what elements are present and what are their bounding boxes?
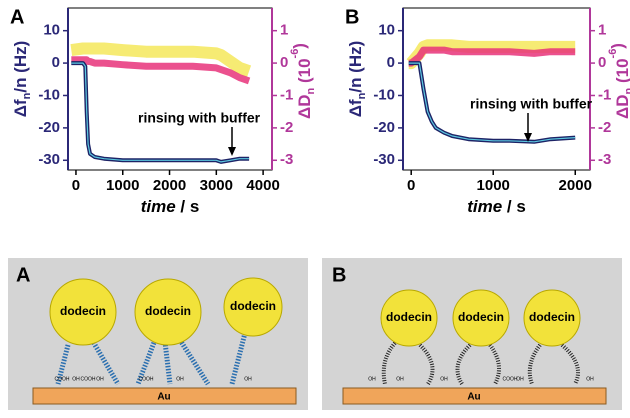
substrate-label: Au [157, 392, 170, 403]
x-axis-label-part: time [141, 197, 176, 216]
y-axis-label-part: /n (Hz) [346, 41, 365, 93]
substrate-label: Au [467, 392, 480, 403]
series-line [71, 56, 251, 85]
y-tick-label: 0 [387, 54, 395, 71]
x-axis-label-part: time [467, 197, 502, 216]
y2-tick-label: 1 [280, 22, 288, 39]
group-label: COOH [503, 376, 518, 382]
x-tick-label: 0 [407, 177, 415, 194]
protein-label: dodecin [458, 310, 504, 324]
series-line [71, 62, 250, 163]
x-axis-label-part: / s [502, 197, 526, 216]
panel-label: B [332, 264, 346, 286]
y2-axis-label-part: n [305, 87, 317, 94]
y2-tick-label: 0 [598, 54, 606, 71]
y-axis-label-part: Δf [11, 99, 30, 117]
y2-axis-label-part: ) [290, 43, 309, 49]
protein-label: dodecin [230, 299, 276, 313]
x-tick-label: 4000 [246, 177, 279, 194]
protein-label: dodecin [60, 304, 106, 318]
proteins [49, 277, 283, 346]
y2-axis-label: ΔDn (10-6) [607, 43, 630, 119]
x-tick-label: 0 [72, 177, 80, 194]
x-axis-label: time / s [141, 197, 200, 216]
group-label: OH [72, 376, 80, 382]
y2-axis-label: ΔDn (10-6) [289, 43, 317, 119]
x-tick-label: 1000 [106, 177, 139, 194]
x-tick-label: 3000 [200, 177, 233, 194]
y2-axis-label-part: (10 [613, 58, 630, 87]
panel-label: A [16, 264, 30, 286]
chains [55, 332, 248, 386]
y2-axis-label-part: n [623, 87, 630, 94]
y-axis-label-part: /n (Hz) [11, 41, 30, 93]
group-label: OH [368, 376, 376, 382]
proteins [380, 289, 581, 347]
group-label: OH [586, 376, 594, 382]
x-tick-label: 1000 [477, 177, 510, 194]
protein-label: dodecin [145, 304, 191, 318]
y-axis-label-part: Δf [346, 99, 365, 117]
group-label: OH [176, 376, 184, 382]
series-line [407, 46, 576, 67]
group-label: OH [440, 376, 448, 382]
y2-axis-label-part: -6 [607, 49, 619, 59]
annotation: rinsing with buffer [138, 110, 261, 126]
y2-tick-label: -1 [598, 86, 611, 103]
y-tick-label: -20 [373, 119, 395, 136]
group-label: COOH [139, 376, 154, 382]
x-tick-label: 2000 [559, 177, 592, 194]
y-axis-label-part: n [356, 92, 368, 99]
substrate [342, 387, 607, 405]
panel-label: A [10, 6, 24, 28]
x-axis-label-part: / s [176, 197, 200, 216]
y2-tick-label: 0 [280, 54, 288, 71]
y-axis-label: Δfn/n (Hz) [11, 41, 32, 118]
series-line [70, 42, 252, 77]
plot-frame [67, 7, 273, 171]
group-label: OH [516, 376, 524, 382]
y-tick-label: 10 [43, 22, 60, 39]
annotation-arrowhead [228, 147, 236, 156]
y-axis-label: Δfn/n (Hz) [346, 41, 367, 118]
y2-axis-label-part: -6 [289, 49, 301, 59]
substrate [32, 387, 297, 405]
y-tick-label: 0 [52, 54, 60, 71]
group-label: COOH [81, 376, 96, 382]
y2-axis-label-part: (10 [295, 58, 314, 87]
group-label: OH [96, 376, 104, 382]
group-label: OH [396, 376, 404, 382]
y-tick-label: 10 [378, 22, 395, 39]
annotation-arrowhead [524, 133, 532, 142]
x-tick-label: 2000 [153, 177, 186, 194]
y-axis-label-part: n [21, 92, 33, 99]
group-label: OH [244, 376, 252, 382]
annotation: rinsing with buffer [470, 96, 593, 112]
group-label: COOH [55, 376, 70, 382]
y-tick-label: -10 [373, 86, 395, 103]
y-tick-label: -30 [38, 151, 60, 168]
chains [381, 341, 580, 386]
protein-label: dodecin [386, 310, 432, 324]
x-axis-label: time / s [467, 197, 526, 216]
y-tick-label: -20 [38, 119, 60, 136]
y2-tick-label: 1 [598, 22, 606, 39]
protein-label: dodecin [529, 310, 575, 324]
y-tick-label: -10 [38, 86, 60, 103]
plot-frame [402, 7, 591, 171]
y2-tick-label: -3 [598, 151, 611, 168]
y2-tick-label: -3 [280, 151, 293, 168]
y2-axis-label-part: ) [608, 43, 627, 49]
series-line [408, 62, 576, 143]
y2-tick-label: -2 [598, 119, 611, 136]
y2-tick-label: -2 [280, 119, 293, 136]
y2-tick-label: -1 [280, 86, 293, 103]
y-tick-label: -30 [373, 151, 395, 168]
y2-axis-label-part: ΔD [295, 94, 314, 119]
panel-label: B [345, 6, 359, 28]
y2-axis-label-part: ΔD [613, 94, 630, 119]
